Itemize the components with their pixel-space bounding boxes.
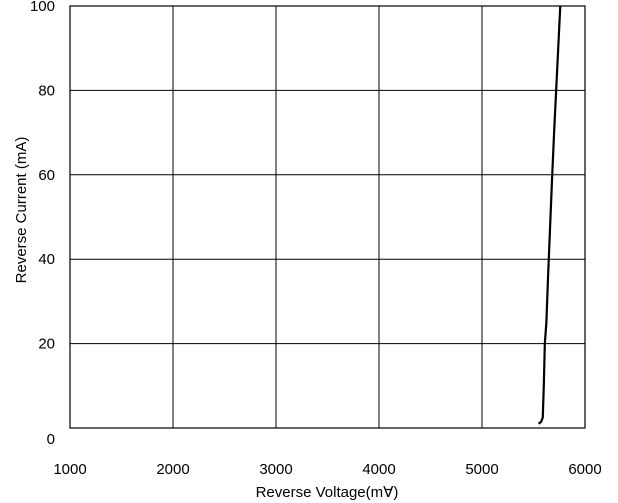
- series-layer: [537, 5, 562, 425]
- x-axis-label: Reverse Voltage(m∀): [256, 484, 399, 501]
- grid: [69, 5, 586, 429]
- series-line-0: [537, 5, 562, 425]
- x-tick-label-1: 2000: [156, 461, 189, 478]
- x-tick-labels: 1000 2000 3000 4000 5000 6000: [53, 461, 601, 478]
- x-tick-label-3: 4000: [362, 461, 395, 478]
- y-tick-label-1: 20: [38, 336, 55, 353]
- y-axis-label: Reverse Current (mA): [13, 137, 30, 284]
- y-tick-labels: 0 20 40 60 80 100: [30, 0, 55, 448]
- y-tick-label-3: 60: [38, 167, 55, 184]
- x-tick-label-4: 5000: [465, 461, 498, 478]
- y-tick-label-5: 100: [30, 0, 55, 15]
- plot-frame: [69, 5, 586, 429]
- x-tick-label-5: 6000: [568, 461, 601, 478]
- y-tick-label-4: 80: [38, 82, 55, 99]
- x-tick-label-2: 3000: [259, 461, 292, 478]
- y-tick-label-0: 0: [47, 431, 55, 448]
- y-tick-label-2: 40: [38, 251, 55, 268]
- x-tick-label-0: 1000: [53, 461, 86, 478]
